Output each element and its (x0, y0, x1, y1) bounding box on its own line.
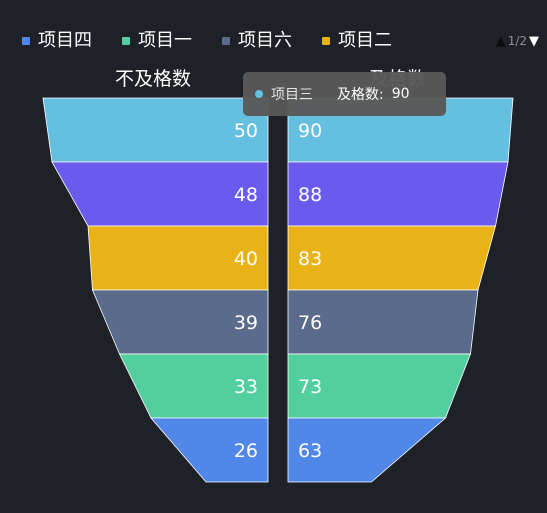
data-label: 83 (298, 248, 322, 270)
data-label: 76 (298, 312, 322, 334)
legend-item-project-six[interactable]: 项目六 (222, 30, 292, 52)
legend-label: 项目四 (38, 30, 92, 51)
data-label: 39 (234, 312, 258, 334)
page-indicator: 1/2 (507, 34, 527, 48)
funnel-segment[interactable] (287, 417, 447, 483)
data-label: 50 (234, 120, 258, 142)
data-label: 90 (298, 120, 322, 142)
data-label: 40 (234, 248, 258, 270)
legend-label: 项目二 (338, 30, 392, 51)
data-label: 63 (298, 440, 322, 462)
legend-label: 项目一 (138, 30, 192, 51)
data-label: 88 (298, 184, 322, 206)
page-up-icon[interactable]: ▲ (495, 33, 506, 49)
legend-item-project-two[interactable]: 项目二 (322, 30, 392, 52)
funnel-segment[interactable] (150, 417, 269, 483)
data-label: 73 (298, 376, 322, 398)
legend-swatch (222, 37, 230, 45)
legend-item-project-four[interactable]: 项目四 (22, 30, 92, 52)
legend-item-project-one[interactable]: 项目一 (122, 30, 192, 52)
page-down-icon[interactable]: ▼ (529, 33, 539, 49)
funnel-title-fail-count: 不及格数 (115, 68, 192, 90)
data-label: 33 (234, 376, 258, 398)
data-label: 48 (234, 184, 258, 206)
tooltip: 项目三 及格数: 90 (243, 72, 446, 116)
tooltip-category: 项目三 (271, 87, 313, 103)
legend-swatch (122, 37, 130, 45)
legend-pager: ▲ 1/2 ▼ (496, 30, 539, 52)
legend-swatch (322, 37, 330, 45)
tooltip-marker-icon (255, 90, 263, 98)
tooltip-value: 90 (391, 86, 410, 102)
tooltip-series: 及格数: (337, 87, 384, 103)
legend-label: 项目六 (238, 30, 292, 51)
legend-swatch (22, 37, 30, 45)
data-label: 26 (234, 440, 258, 462)
